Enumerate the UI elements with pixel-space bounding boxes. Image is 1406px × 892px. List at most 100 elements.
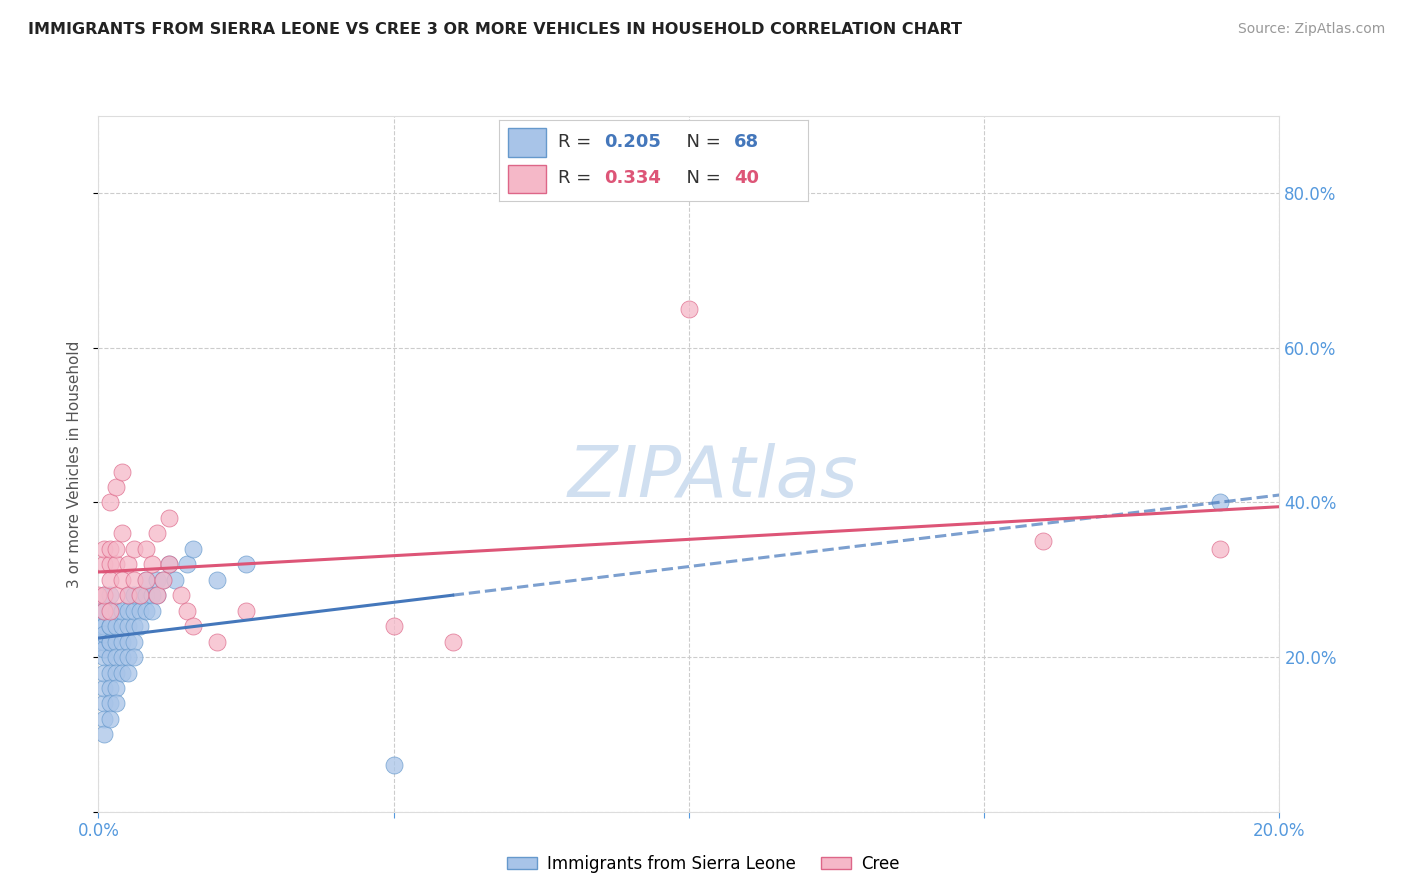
Point	[98, 697, 121, 711]
Point	[135, 588, 157, 602]
Point	[146, 526, 169, 541]
Point	[122, 634, 145, 648]
Point	[105, 604, 128, 618]
Point	[382, 619, 405, 633]
Point	[105, 619, 128, 633]
Point	[93, 627, 115, 641]
Point	[1209, 541, 1232, 556]
Text: 40: 40	[734, 169, 759, 187]
Point	[98, 604, 121, 618]
Point	[98, 665, 121, 680]
Point	[128, 604, 150, 618]
Point	[98, 634, 121, 648]
Text: Source: ZipAtlas.com: Source: ZipAtlas.com	[1237, 22, 1385, 37]
Point	[111, 465, 134, 479]
Text: 0.205: 0.205	[605, 133, 661, 151]
Text: R =: R =	[558, 133, 598, 151]
Point	[1032, 534, 1054, 549]
Point	[105, 558, 128, 572]
Point	[93, 727, 115, 741]
Point	[135, 604, 157, 618]
Point	[122, 541, 145, 556]
Point	[146, 588, 169, 602]
Point	[176, 604, 198, 618]
Point	[87, 634, 110, 648]
Text: 0.334: 0.334	[605, 169, 661, 187]
Point	[93, 665, 115, 680]
Point	[93, 604, 115, 618]
Text: N =: N =	[675, 133, 727, 151]
FancyBboxPatch shape	[509, 164, 546, 193]
Point	[441, 634, 464, 648]
Legend: Immigrants from Sierra Leone, Cree: Immigrants from Sierra Leone, Cree	[501, 848, 905, 880]
Point	[98, 558, 121, 572]
Point	[128, 619, 150, 633]
Point	[678, 302, 700, 317]
Point	[93, 588, 115, 602]
Point	[235, 558, 257, 572]
Point	[98, 650, 121, 665]
Point	[117, 665, 139, 680]
Point	[98, 588, 121, 602]
Point	[157, 558, 180, 572]
Point	[181, 541, 204, 556]
Point	[111, 650, 134, 665]
Point	[98, 604, 121, 618]
Point	[205, 573, 228, 587]
FancyBboxPatch shape	[509, 128, 546, 157]
Point	[98, 634, 121, 648]
Point	[146, 588, 169, 602]
Point	[111, 665, 134, 680]
Point	[235, 604, 257, 618]
Point	[93, 650, 115, 665]
Point	[170, 588, 193, 602]
Point	[146, 573, 169, 587]
Point	[93, 619, 115, 633]
Point	[181, 619, 204, 633]
Point	[93, 634, 115, 648]
Point	[135, 541, 157, 556]
Point	[98, 712, 121, 726]
Point	[122, 573, 145, 587]
Point	[117, 650, 139, 665]
Point	[122, 588, 145, 602]
Point	[105, 480, 128, 494]
Point	[98, 495, 121, 509]
Point	[117, 619, 139, 633]
Point	[128, 588, 150, 602]
Point	[87, 588, 110, 602]
Point	[135, 573, 157, 587]
Point	[93, 642, 115, 657]
Point	[105, 588, 128, 602]
Y-axis label: 3 or more Vehicles in Household: 3 or more Vehicles in Household	[67, 340, 83, 588]
Point	[98, 541, 121, 556]
Point	[117, 588, 139, 602]
Point	[105, 697, 128, 711]
Point	[165, 573, 187, 587]
Point	[98, 619, 121, 633]
Point	[152, 573, 174, 587]
Point	[98, 681, 121, 695]
Point	[382, 758, 405, 772]
Point	[105, 541, 128, 556]
Point	[111, 526, 134, 541]
Point	[117, 558, 139, 572]
Point	[105, 650, 128, 665]
Point	[157, 511, 180, 525]
Point	[93, 604, 115, 618]
Point	[93, 712, 115, 726]
Point	[111, 634, 134, 648]
Point	[117, 588, 139, 602]
Point	[122, 619, 145, 633]
Point	[111, 604, 134, 618]
Point	[93, 697, 115, 711]
Text: IMMIGRANTS FROM SIERRA LEONE VS CREE 3 OR MORE VEHICLES IN HOUSEHOLD CORRELATION: IMMIGRANTS FROM SIERRA LEONE VS CREE 3 O…	[28, 22, 962, 37]
Text: ZIPAtlas: ZIPAtlas	[567, 443, 858, 512]
Point	[93, 558, 115, 572]
Point	[141, 558, 163, 572]
Point	[122, 650, 145, 665]
Point	[141, 588, 163, 602]
Point	[111, 619, 134, 633]
Point	[117, 604, 139, 618]
Point	[1209, 495, 1232, 509]
